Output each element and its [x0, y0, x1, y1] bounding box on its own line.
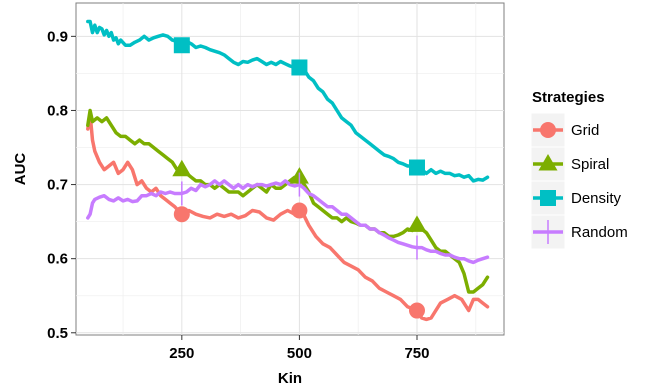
series-markers	[172, 37, 427, 319]
grid-minor	[76, 3, 504, 335]
marker-density-0	[173, 37, 190, 54]
y-axis-title: AUC	[12, 153, 29, 186]
legend-label-spiral: Spiral	[571, 156, 609, 173]
legend-item-spiral: Spiral	[530, 146, 609, 182]
y-tick-label-2: 0.7	[47, 177, 68, 194]
series-line-random	[86, 179, 490, 265]
legend-key-marker-grid	[540, 122, 556, 138]
legend: Strategies Grid Spiral Density Random	[530, 89, 628, 250]
y-tick-label-3: 0.8	[47, 102, 68, 119]
x-tick-label-2: 750	[404, 345, 429, 362]
legend-item-density: Density	[530, 180, 622, 216]
marker-grid-1	[291, 202, 308, 219]
x-tick-label-0: 250	[169, 345, 194, 362]
x-axis-title: Kin	[278, 370, 302, 387]
marker-grid-0	[173, 206, 190, 223]
y-tick-label-4: 0.9	[47, 28, 68, 45]
plot-panel	[75, 2, 505, 336]
series-line-grid	[86, 112, 490, 322]
legend-key-marker-spiral	[538, 154, 558, 171]
legend-item-random: Random	[530, 214, 628, 250]
marker-density-1	[291, 59, 308, 76]
marker-grid-2	[408, 302, 425, 319]
y-tick-label-1: 0.6	[47, 251, 68, 268]
marker-spiral-0	[172, 159, 192, 177]
y-tick-label-0: 0.5	[47, 325, 68, 342]
x-tick-label-1: 500	[287, 345, 312, 362]
legend-label-density: Density	[571, 190, 622, 207]
x-axis-ticks: 250 500 750	[169, 335, 430, 362]
legend-key-marker-density	[540, 190, 556, 206]
legend-label-grid: Grid	[571, 122, 599, 139]
y-axis-ticks: 0.5 0.6 0.7 0.8 0.9	[47, 28, 76, 342]
legend-label-random: Random	[571, 224, 628, 241]
marker-spiral-2	[407, 215, 427, 232]
marker-density-2	[408, 159, 425, 176]
legend-title: Strategies	[532, 89, 605, 106]
legend-item-grid: Grid	[530, 112, 599, 148]
